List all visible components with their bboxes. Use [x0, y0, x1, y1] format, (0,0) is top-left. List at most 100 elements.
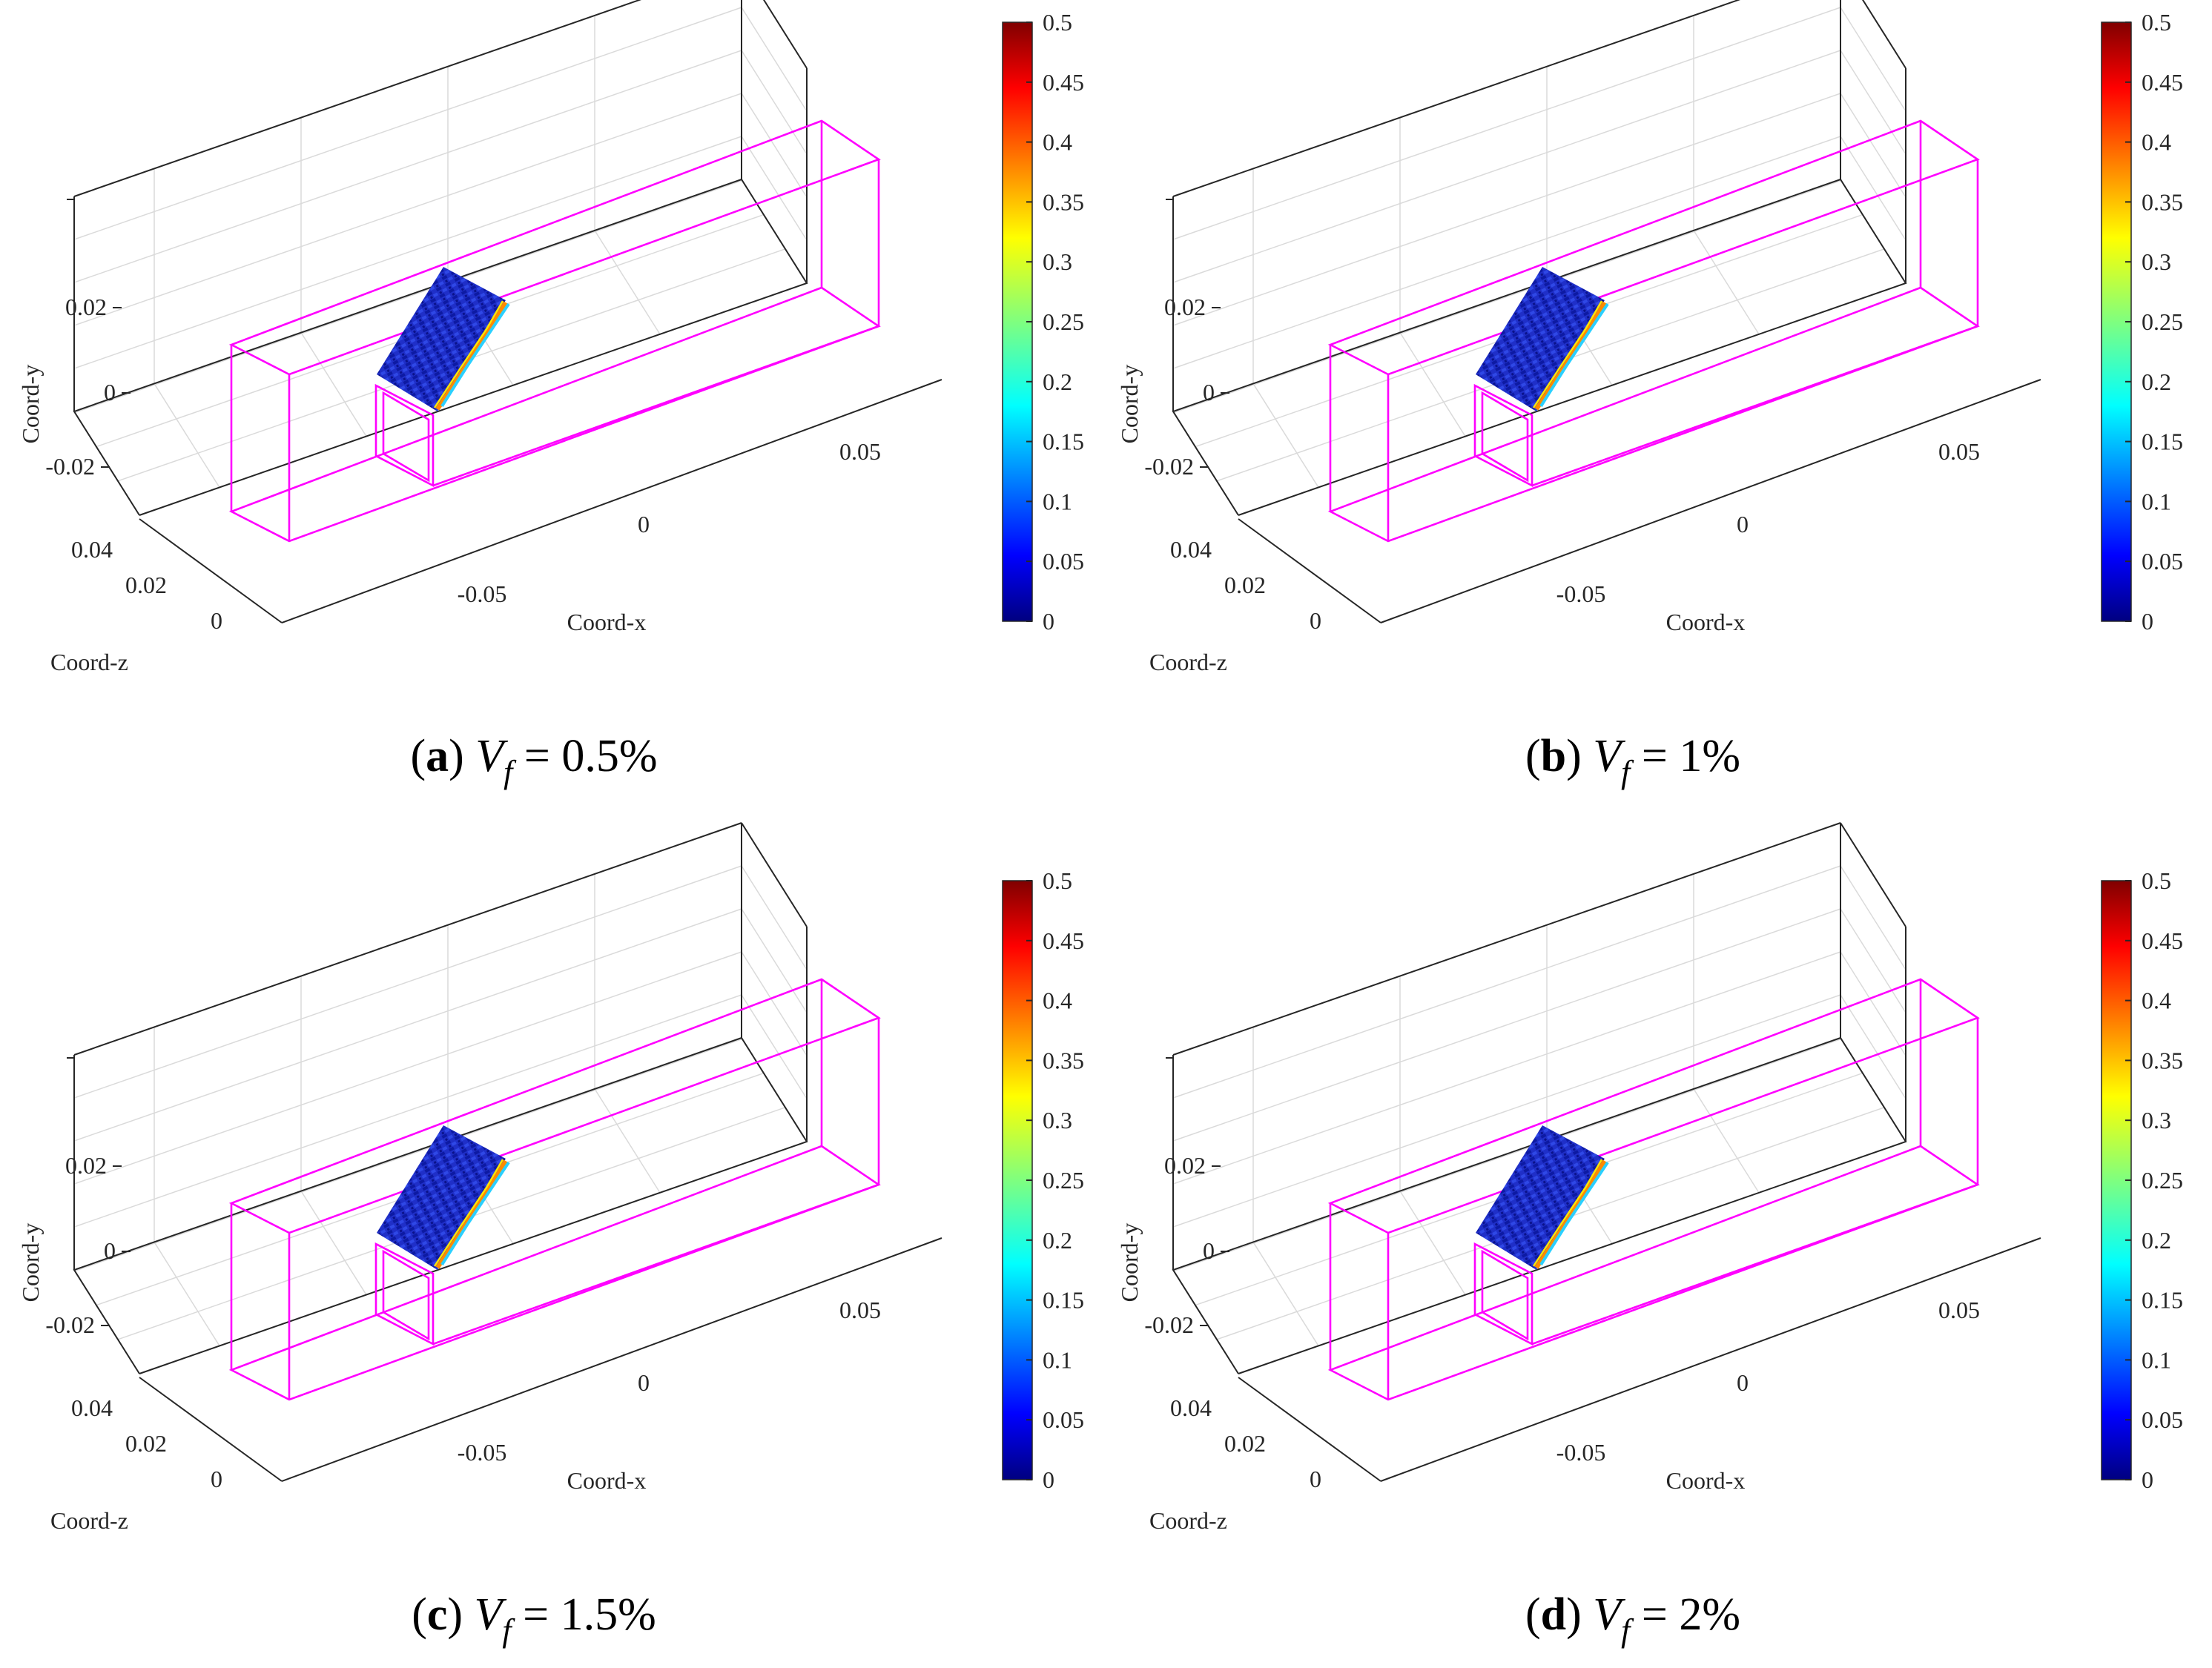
grid-line: [74, 1038, 743, 1272]
colorbar-tick-label: 0.45: [1043, 927, 1084, 954]
z-axis-label: Coord-z: [50, 649, 128, 675]
axes-edge: [73, 0, 642, 197]
colorbar-tick-label: 0: [2142, 1466, 2153, 1493]
grid-line: [1172, 951, 1841, 1185]
y-tick-label: 0: [1203, 379, 1215, 406]
x-tick-label: 0: [1737, 1369, 1749, 1396]
z-tick-label: 0: [1310, 607, 1321, 634]
z-axis-label: Coord-z: [50, 1507, 128, 1534]
y-tick-label: -0.02: [45, 1311, 95, 1338]
axes-edge: [73, 822, 742, 1056]
panel-caption: (a) Vf = 0.5%: [410, 731, 657, 790]
grid-line: [1840, 50, 1906, 155]
z-tick-label: 0: [1310, 1466, 1321, 1492]
grid-line: [741, 908, 808, 1013]
z-axis-line: [1238, 1377, 1381, 1482]
support-box-inner: [382, 1249, 430, 1341]
grid-line: [741, 136, 808, 241]
grid-line: [74, 179, 743, 414]
grid-line: [1840, 93, 1906, 198]
x-axis-label: Coord-x: [567, 1467, 647, 1494]
specimen-box-top: [228, 978, 881, 1234]
scatter-block: [1476, 267, 1609, 411]
grid-line: [1840, 136, 1906, 241]
y-tick-label: -0.02: [1144, 1311, 1194, 1338]
colorbar-tick-label: 0.45: [1043, 69, 1084, 96]
grid-line: [1172, 865, 1841, 1099]
grid-line: [153, 1242, 220, 1346]
crack-band-mid: [440, 1161, 510, 1266]
scatter-block: [377, 1125, 510, 1270]
grid-lines: [1172, 0, 1906, 488]
crack-band-low: [433, 1159, 504, 1267]
x-tick-label: 0: [1737, 511, 1749, 537]
colorbar-tick-label: 0.5: [1043, 867, 1072, 894]
y-axis-label: Coord-y: [17, 365, 44, 444]
scatter-points: [377, 267, 506, 411]
x-axis-line: [281, 379, 942, 623]
colorbar-tick-label: 0.25: [1043, 1167, 1084, 1194]
grid-line: [73, 951, 742, 1185]
x-axis-line: [281, 1237, 942, 1482]
grid-lines: [73, 0, 808, 488]
colorbar-tick-label: 0.5: [2142, 9, 2171, 36]
y-tick-label: 0: [1203, 1237, 1215, 1264]
colorbar-tick-label: 0.2: [1043, 1227, 1072, 1254]
colorbar-tick-label: 0.35: [1043, 1047, 1084, 1073]
colorbar-tick-label: 0.05: [1043, 1406, 1084, 1433]
scatter-block: [377, 267, 510, 411]
z-axis-label: Coord-z: [1149, 649, 1227, 675]
y-tick-label: 0.02: [65, 294, 107, 320]
colorbar-tick-label: 0.35: [2142, 1047, 2183, 1073]
specimen-box: [1327, 119, 1980, 543]
grid-line: [741, 951, 808, 1056]
grid-line: [1173, 1038, 1842, 1272]
grid-line: [1840, 994, 1906, 1099]
scatter-block: [1476, 1125, 1609, 1270]
colorbar-tick-label: 0.4: [2142, 129, 2171, 156]
grid-line: [73, 136, 742, 369]
colorbar-tick-label: 0.4: [1043, 129, 1072, 156]
colorbar-tick-label: 0.1: [2142, 488, 2171, 514]
z-tick-label: 0.04: [71, 536, 113, 563]
scatter-points: [377, 1125, 506, 1270]
z-tick-label: 0.02: [1224, 572, 1266, 598]
scatter-points: [1476, 267, 1605, 411]
specimen-box: [1327, 978, 1980, 1401]
grid-line: [1399, 1191, 1466, 1295]
specimen-box-edge: [1531, 1183, 1978, 1346]
colorbar-tick-label: 0.25: [2142, 308, 2183, 335]
x-tick-label: 0.05: [839, 1297, 881, 1323]
colorbar-tick-label: 0.25: [1043, 308, 1084, 335]
colorbar-tick-label: 0.3: [1043, 248, 1072, 275]
axes-edge: [1172, 822, 1841, 1056]
x-tick-label: -0.05: [1556, 1439, 1606, 1466]
specimen-box: [228, 978, 881, 1401]
crack-band-mid: [1539, 1161, 1609, 1266]
caption-value: 1.5%: [561, 1589, 656, 1640]
grid-line: [1840, 951, 1906, 1056]
grid-line: [153, 383, 220, 488]
colorbar-tick-label: 0.1: [2142, 1346, 2171, 1373]
z-tick-label: 0.02: [125, 1430, 167, 1457]
grid-line: [73, 994, 742, 1228]
specimen-box: [228, 119, 881, 543]
panel-caption: (b) Vf = 1%: [1525, 731, 1740, 790]
grid-line: [1840, 908, 1906, 1013]
y-tick-label: -0.02: [1144, 453, 1194, 480]
panel-caption: (c) Vf = 1.5%: [412, 1589, 656, 1649]
grid-line: [1693, 1088, 1760, 1194]
specimen-box-bottom: [228, 286, 881, 543]
grid-line: [1252, 383, 1319, 488]
specimen-box-bottom: [1327, 1145, 1980, 1401]
grid-line: [73, 865, 742, 1099]
y-axis-label: Coord-y: [17, 1223, 44, 1303]
x-tick-label: 0.05: [839, 438, 881, 465]
x-tick-label: 0.05: [1938, 1297, 1980, 1323]
panel-caption: (d) Vf = 2%: [1525, 1589, 1740, 1649]
grid-line: [300, 1191, 367, 1295]
crack-band-mid: [1539, 302, 1609, 408]
axes-edge: [1840, 822, 1906, 927]
